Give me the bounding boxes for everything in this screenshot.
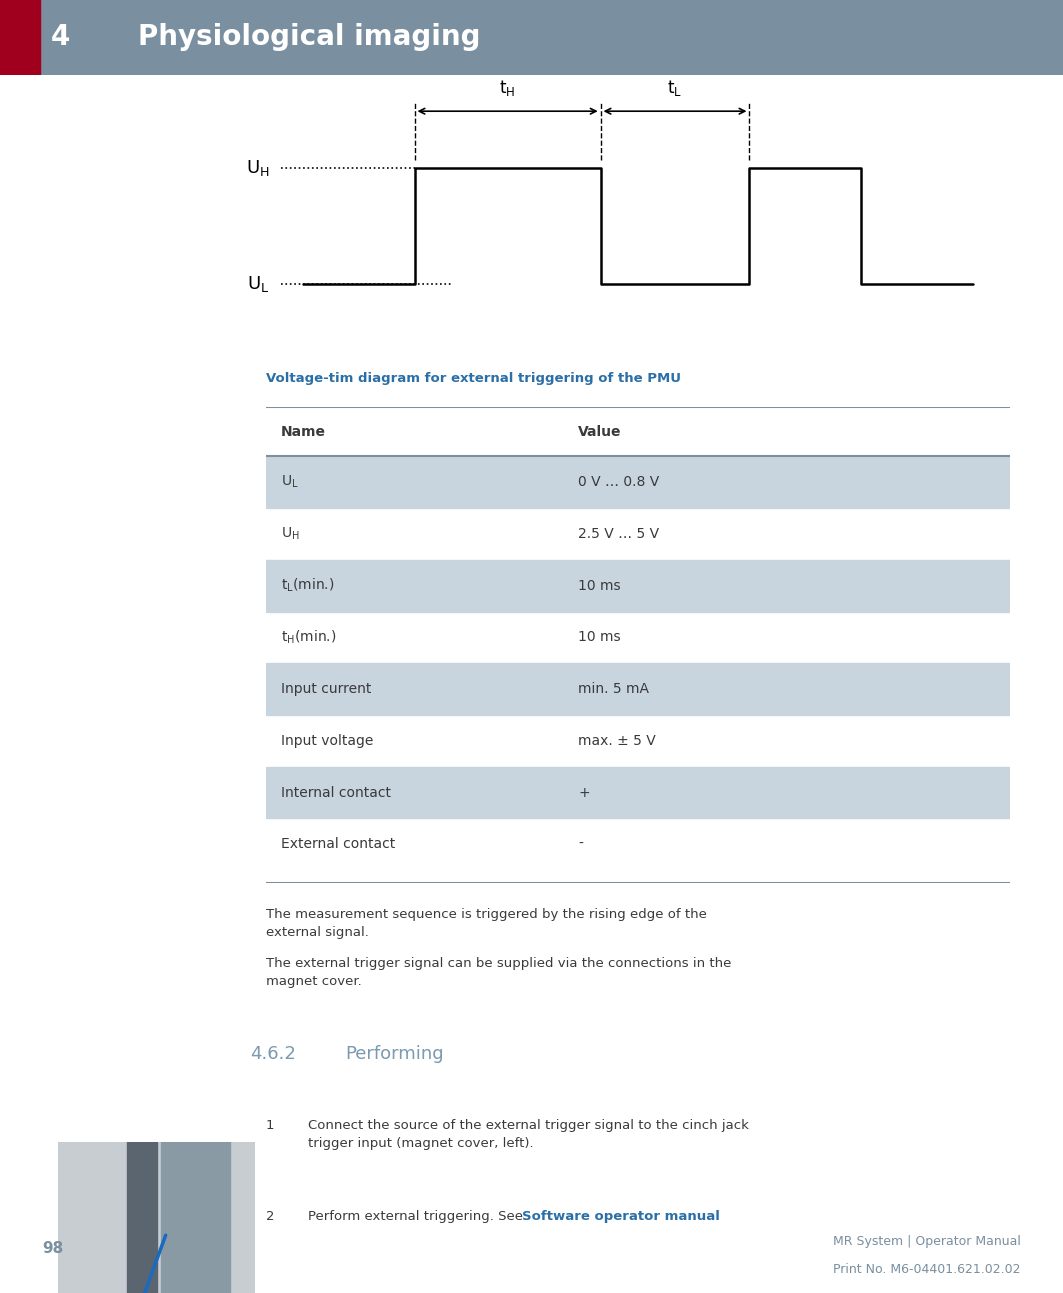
Text: Input voltage: Input voltage bbox=[281, 734, 373, 747]
Text: $\mathregular{t_H}$: $\mathregular{t_H}$ bbox=[500, 79, 516, 98]
Text: Name: Name bbox=[281, 425, 325, 438]
Bar bbox=[266, 456, 1010, 508]
Bar bbox=[0, 0, 40, 75]
Text: max. ± 5 V: max. ± 5 V bbox=[578, 734, 656, 747]
Text: $\mathregular{t_L}$: $\mathregular{t_L}$ bbox=[668, 79, 682, 98]
Text: 2.5 V … 5 V: 2.5 V … 5 V bbox=[578, 528, 659, 540]
Text: Connect the source of the external trigger signal to the cinch jack
trigger inpu: Connect the source of the external trigg… bbox=[308, 1120, 748, 1151]
Text: +: + bbox=[578, 786, 590, 799]
Text: Perform external triggering. See:: Perform external triggering. See: bbox=[308, 1210, 532, 1223]
Text: 0 V … 0.8 V: 0 V … 0.8 V bbox=[578, 476, 659, 489]
Text: 98: 98 bbox=[43, 1241, 64, 1256]
Text: The external trigger signal can be supplied via the connections in the
magnet co: The external trigger signal can be suppl… bbox=[266, 957, 731, 988]
Text: $\mathregular{U_L}$: $\mathregular{U_L}$ bbox=[281, 475, 299, 490]
Text: Software operator manual: Software operator manual bbox=[522, 1210, 720, 1223]
Text: 4: 4 bbox=[51, 23, 70, 52]
Text: 1: 1 bbox=[266, 1120, 274, 1133]
Bar bbox=[266, 663, 1010, 715]
Text: The measurement sequence is triggered by the rising edge of the
external signal.: The measurement sequence is triggered by… bbox=[266, 908, 707, 939]
Text: 10 ms: 10 ms bbox=[578, 579, 621, 592]
Text: Performing: Performing bbox=[345, 1046, 444, 1063]
Text: min. 5 mA: min. 5 mA bbox=[578, 683, 649, 696]
Bar bbox=[128, 1142, 157, 1293]
Text: 2: 2 bbox=[266, 1210, 274, 1223]
Text: -: - bbox=[578, 838, 584, 851]
Text: MR System | Operator Manual: MR System | Operator Manual bbox=[832, 1235, 1020, 1248]
Bar bbox=[161, 1142, 230, 1293]
Text: Print No. M6-04401.621.02.02: Print No. M6-04401.621.02.02 bbox=[833, 1262, 1020, 1275]
Text: External contact: External contact bbox=[281, 838, 394, 851]
Text: $\mathregular{t_L}$(min.): $\mathregular{t_L}$(min.) bbox=[281, 577, 334, 595]
Text: $\mathregular{t_H}$(min.): $\mathregular{t_H}$(min.) bbox=[281, 628, 336, 646]
Text: Voltage-tim diagram for external triggering of the PMU: Voltage-tim diagram for external trigger… bbox=[266, 371, 680, 385]
Bar bbox=[266, 560, 1010, 612]
Text: 4.6.2: 4.6.2 bbox=[250, 1046, 296, 1063]
Text: Internal contact: Internal contact bbox=[281, 786, 390, 799]
Text: Physiological imaging: Physiological imaging bbox=[138, 23, 480, 52]
Text: Value: Value bbox=[578, 425, 622, 438]
Text: $\mathregular{U_H}$: $\mathregular{U_H}$ bbox=[246, 158, 270, 178]
Bar bbox=[266, 767, 1010, 818]
Text: 10 ms: 10 ms bbox=[578, 631, 621, 644]
Text: $\mathregular{U_H}$: $\mathregular{U_H}$ bbox=[281, 526, 300, 542]
Text: Input current: Input current bbox=[281, 683, 371, 696]
Text: $\mathregular{U_L}$: $\mathregular{U_L}$ bbox=[248, 274, 270, 295]
